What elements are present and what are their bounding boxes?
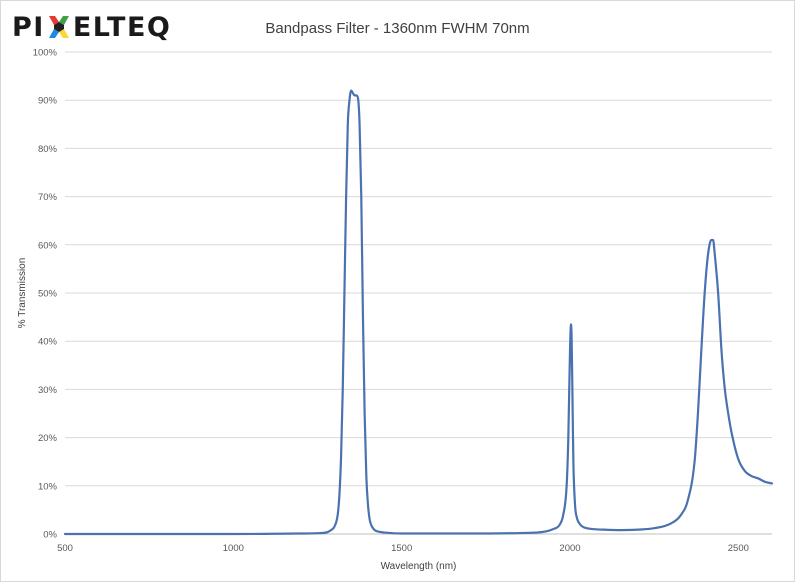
y-tick-label: 30% [38,385,58,396]
y-axis-label: % Transmission [17,258,28,329]
y-tick-label: 80% [38,144,58,155]
y-tick-label: 50% [38,289,58,300]
y-tick-label: 100% [33,48,58,59]
x-tick-label: 500 [57,543,73,554]
y-tick-label: 40% [38,337,58,348]
logo-text-prefix: PI [12,11,45,43]
x-tick-label: 1500 [391,543,412,554]
y-tick-label: 70% [38,192,58,203]
logo-text-suffix: ELTEQ [72,11,172,43]
x-axis-label: Wavelength (nm) [381,561,457,572]
pixelteq-logo: PI ELTEQ [12,9,171,45]
x-tick-label: 1000 [223,543,244,554]
y-tick-label: 10% [38,481,58,492]
colored-x-icon [48,16,69,38]
y-tick-label: 90% [38,96,58,107]
x-tick-label: 2000 [559,543,580,554]
y-tick-label: 0% [43,530,57,541]
chart-title: Bandpass Filter - 1360nm FWHM 70nm [265,20,530,37]
x-tick-label: 2500 [728,543,749,554]
transmission-series-line [63,89,774,536]
y-tick-label: 20% [38,433,58,444]
y-tick-label: 60% [38,240,58,251]
